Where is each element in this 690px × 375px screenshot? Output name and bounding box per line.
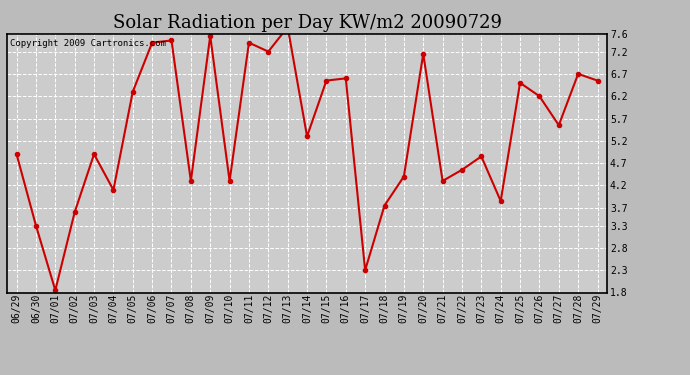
Text: Copyright 2009 Cartronics.com: Copyright 2009 Cartronics.com [10, 39, 166, 48]
Title: Solar Radiation per Day KW/m2 20090729: Solar Radiation per Day KW/m2 20090729 [112, 14, 502, 32]
